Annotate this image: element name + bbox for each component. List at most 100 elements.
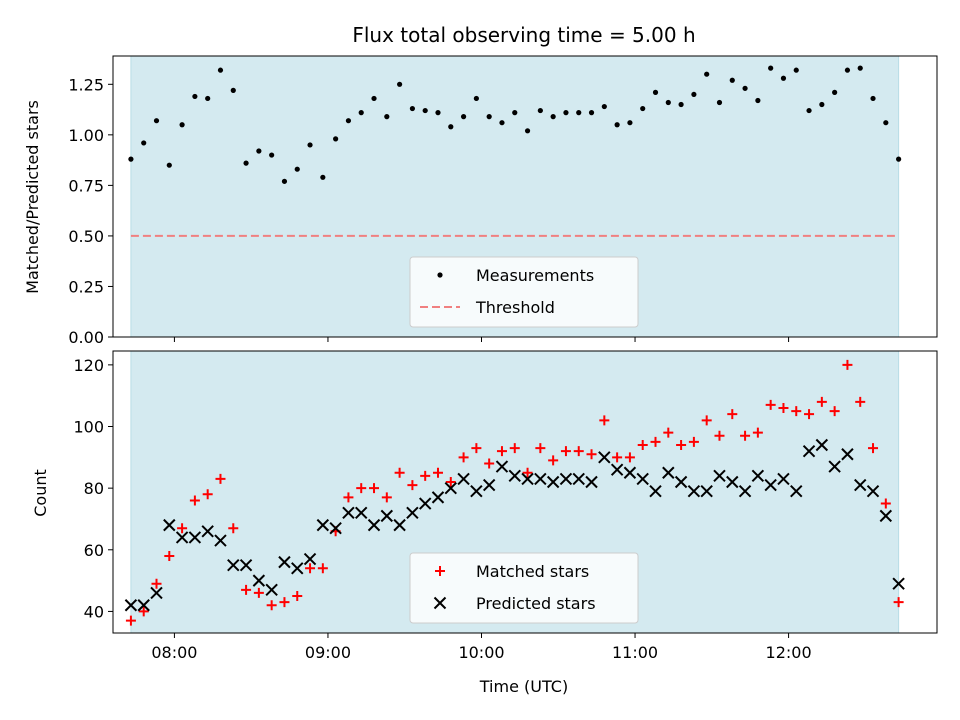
predicted-star-point — [572, 472, 585, 486]
matched-star-point — [663, 427, 674, 438]
matched-star-point — [637, 440, 648, 450]
predicted-star-point — [124, 599, 138, 612]
matched-star-point — [369, 483, 380, 494]
matched-star-point — [228, 523, 239, 534]
matched-star-point — [765, 399, 776, 410]
matched-star-point — [612, 452, 623, 463]
predicted-star-point — [687, 485, 701, 498]
matched-star-point — [151, 578, 162, 589]
x-tick-label: 10:00 — [458, 643, 504, 662]
matched-star-point — [560, 446, 571, 457]
measurement-point — [179, 122, 185, 128]
matched-star-point — [458, 452, 469, 463]
matched-star-point — [279, 597, 290, 608]
predicted-star-point — [815, 438, 829, 452]
measurement-point — [896, 156, 902, 162]
predicted-star-point — [841, 448, 854, 461]
matched-star-point — [356, 483, 367, 494]
top-legend: Measurements Threshold — [409, 256, 639, 328]
matched-star-point — [599, 415, 610, 426]
measurement-point — [806, 107, 812, 114]
matched-star-point — [496, 446, 507, 457]
predicted-star-point — [137, 599, 150, 612]
predicted-star-point — [329, 522, 342, 535]
measurement-point — [652, 89, 659, 95]
measurement-point — [729, 77, 735, 83]
predicted-star-point — [854, 478, 867, 492]
matched-star-point — [522, 467, 533, 478]
matched-star-point — [650, 436, 661, 447]
top-legend-box — [409, 256, 639, 328]
predicted-star-point — [316, 518, 330, 532]
measurement-point — [691, 91, 697, 98]
measurement-point — [448, 124, 454, 130]
matched-star-point — [241, 584, 252, 595]
predicted-star-point — [546, 475, 560, 489]
measurement-point — [819, 101, 825, 108]
top-axes-frame — [112, 55, 938, 338]
predicted-star-point — [470, 485, 483, 498]
predicted-star-point — [508, 469, 521, 483]
measurement-point — [537, 107, 543, 114]
predicted-star-point — [623, 466, 637, 479]
predicted-star-point — [163, 518, 176, 532]
measurement-point — [141, 140, 147, 146]
measurement-point — [857, 65, 863, 71]
predicted-star-point — [802, 444, 816, 458]
measurement-point — [384, 114, 390, 120]
matched-star-point — [868, 443, 879, 454]
predicted-star-point — [585, 475, 598, 489]
measurement-point — [128, 156, 134, 162]
bottom-y-tick-label: 40 — [84, 602, 104, 621]
x-tick-label: 08:00 — [151, 643, 197, 662]
matched-star-point — [791, 406, 802, 417]
matched-star-point — [317, 563, 328, 574]
measurement-point — [844, 67, 851, 73]
predicted-star-point — [674, 475, 688, 489]
matched-star-point — [253, 587, 264, 598]
measurement-point — [397, 81, 403, 87]
predicted-star-point — [201, 525, 214, 538]
measurement-point — [716, 99, 723, 106]
measurement-point — [217, 67, 224, 73]
top-y-tick-label: 1.00 — [68, 126, 104, 145]
matched-star-point — [752, 427, 763, 438]
measurement-point — [269, 152, 275, 158]
x-tick-label: 12:00 — [766, 643, 812, 662]
measurement-point — [435, 110, 441, 116]
predicted-star-point — [355, 506, 368, 520]
predicted-star-point — [713, 469, 726, 483]
matched-star-point — [701, 415, 712, 426]
predicted-star-point — [534, 472, 547, 486]
predicted-star-point — [214, 534, 227, 547]
predicted-star-point — [521, 472, 534, 486]
matched-star-point — [804, 409, 815, 420]
matched-star-point — [548, 455, 559, 466]
measurement-point — [780, 75, 787, 81]
bottom-y-tick-label: 60 — [84, 541, 104, 560]
legend-predicted-swatch — [433, 596, 447, 610]
matched-star-point — [420, 470, 431, 481]
predicted-star-point — [457, 472, 470, 486]
measurement-point — [678, 101, 684, 108]
measurement-point — [499, 120, 505, 126]
matched-star-point — [586, 449, 597, 460]
predicted-star-point — [303, 552, 317, 566]
measurement-point — [627, 120, 633, 126]
matched-star-point — [624, 452, 635, 463]
predicted-star-point — [444, 481, 457, 495]
measurement-point — [640, 105, 646, 112]
matched-star-point — [343, 492, 354, 503]
matched-star-point — [573, 446, 584, 457]
matched-star-point — [381, 492, 392, 503]
top-y-tick-label: 0.25 — [68, 277, 104, 296]
matched-star-point — [471, 443, 482, 454]
top-y-axis-label: Matched/Predicted stars — [23, 100, 42, 294]
measurement-point — [601, 103, 607, 110]
bottom-legend-box — [409, 552, 639, 624]
x-axis-label: Time (UTC) — [479, 677, 568, 696]
bottom-y-tick-label: 100 — [73, 418, 104, 437]
measurement-point — [473, 95, 479, 102]
predicted-star-point — [418, 497, 432, 510]
